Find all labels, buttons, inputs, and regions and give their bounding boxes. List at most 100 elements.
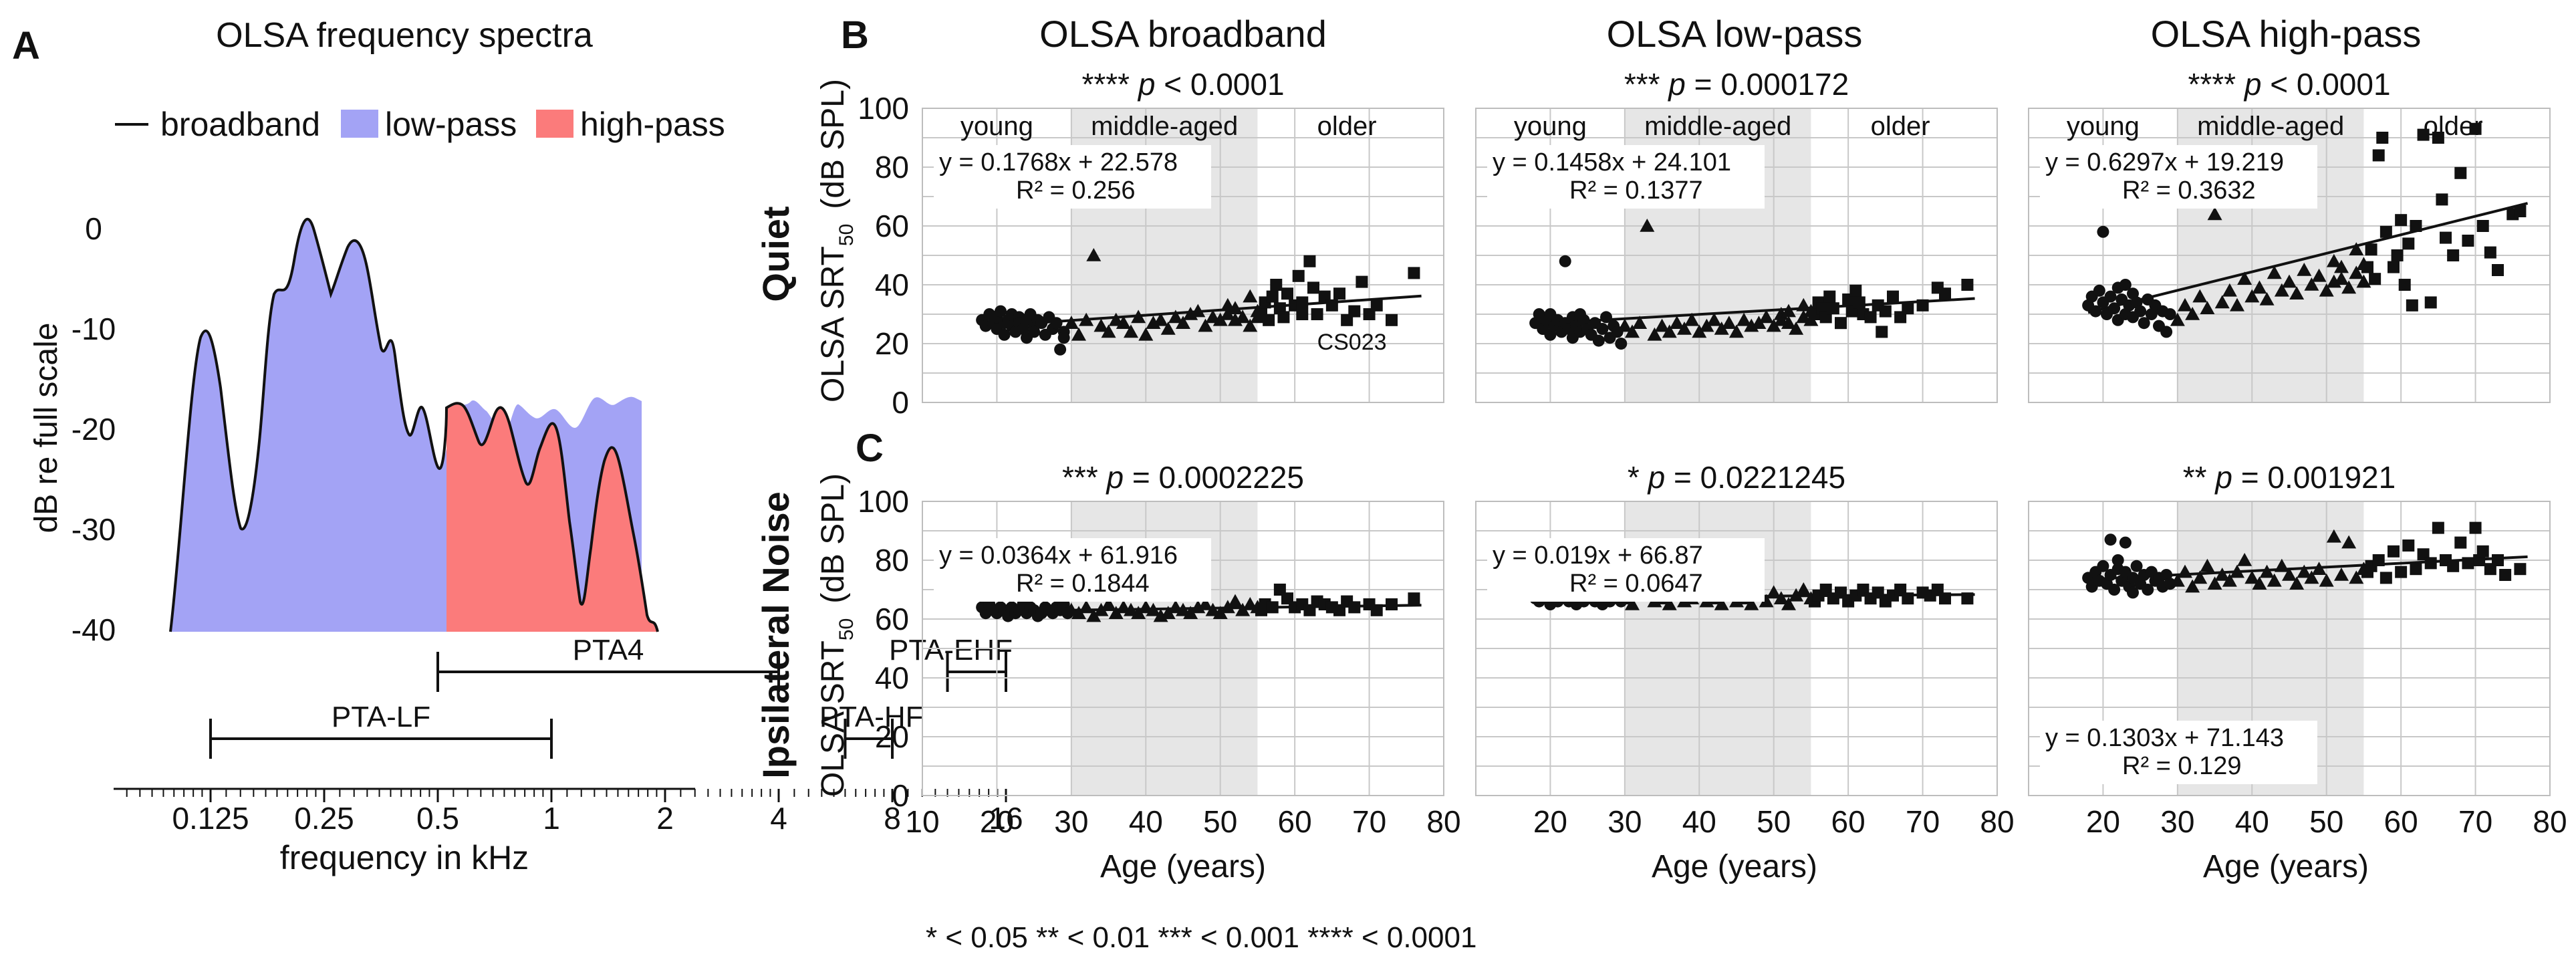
point-older [2447,560,2460,572]
point-middle-aged [1235,602,1251,616]
point-middle-aged [1212,606,1228,619]
point-young [1054,343,1067,356]
point-older [1864,311,1877,324]
panel-a-frequency-spectra: A OLSA frequency spectra broadband low-p… [12,16,1023,876]
legend-broadband-label: broadband [160,106,320,143]
legend-highpass-label: high-pass [580,106,725,143]
point-middle-aged [2297,263,2312,276]
point-young [2138,317,2150,330]
point-older [1408,592,1420,605]
point-older [2372,149,2385,162]
point-young [1596,323,1609,335]
regression-equation: y = 0.0364x + 61.916 [939,541,1178,570]
point-older [1386,314,1398,326]
point-older [2462,235,2474,247]
point-middle-aged [2349,570,2364,584]
point-middle-aged [1146,602,1161,616]
point-middle-aged [2297,564,2312,578]
point-annotation: CS023 [1317,330,1387,355]
point-middle-aged [1662,597,1677,610]
row-label-quiet: Quiet [755,206,797,302]
point-older [1292,269,1305,282]
point-middle-aged [1086,608,1102,622]
point-older [2432,132,2444,144]
point-middle-aged [1071,606,1086,619]
y-tick-label: 0 [892,385,909,420]
point-young [2108,584,2121,596]
point-older [2454,536,2467,549]
panel-a-ytick-2: -20 [72,412,116,447]
point-middle-aged [1086,248,1102,261]
equation-box [934,538,1211,602]
point-middle-aged [1751,316,1767,329]
age-group-young: young [2067,112,2140,141]
point-older [1823,290,1836,303]
panel-a-xlabel: frequency in kHz [280,839,529,876]
y-tick-label: 100 [858,484,909,519]
point-older [2440,231,2452,244]
x-tick-label: 50 [1203,804,1237,839]
y-tick-label: 20 [875,719,909,754]
point-middle-aged [1781,316,1796,329]
point-middle-aged [2214,568,2230,581]
point-older [2492,264,2504,276]
x-tick-label: 50 [1757,804,1791,839]
point-middle-aged [2259,564,2275,578]
regression-r2: R² = 0.3632 [2122,176,2256,205]
point-middle-aged [2170,312,2185,326]
legend-highpass-swatch [536,110,573,138]
pta-range-pta-lf: PTA-LF [209,701,553,759]
point-middle-aged [1617,318,1632,332]
point-middle-aged [1766,585,1781,599]
point-older [1277,311,1290,324]
point-older [1876,326,1888,338]
regression-equation: y = 0.019x + 66.87 [1493,541,1703,570]
point-middle-aged [2267,265,2282,279]
panel-q-broadband: young middle-aged older **** p < 0.0001 y = … [922,67,1444,403]
point-middle-aged [2230,297,2244,312]
point-middle-aged [1116,316,1131,329]
point-middle-aged [2267,573,2282,587]
point-older [2484,246,2496,259]
row1-ylabel: OLSA SRT50(dB SPL) [815,473,858,797]
point-middle-aged [2334,271,2349,285]
point-middle-aged [1243,289,1258,303]
point-middle-aged [2237,271,2252,285]
point-middle-aged [1699,318,1714,332]
point-middle-aged [1692,324,1707,338]
point-middle-aged [2244,570,2260,584]
point-middle-aged [2207,207,2222,221]
freq-tick-label: 1 [543,801,560,836]
regression-equation: y = 0.1768x + 22.578 [939,148,1178,176]
point-middle-aged [1212,312,1228,326]
x-tick-label: 40 [1129,804,1163,839]
pta-label: PTA-EHF [889,634,1013,667]
point-middle-aged [1640,219,1655,232]
point-older [1939,592,1951,605]
point-middle-aged [2259,292,2275,306]
point-middle-aged [1625,324,1640,338]
x-tick-label: 30 [2160,804,2194,839]
point-middle-aged [2185,307,2200,320]
point-young [1057,332,1070,344]
point-young [2108,302,2121,315]
point-older [2436,193,2448,206]
point-middle-aged [1654,318,1670,332]
point-older [2514,563,2527,576]
point-middle-aged [1773,591,1789,604]
age-group-middle-aged: middle-aged [1644,112,1791,141]
pta-label: PTA-HF [819,701,924,733]
point-middle-aged [1647,327,1662,341]
point-young [2134,305,2147,318]
freq-tick-label: 2 [656,801,674,836]
point-older [2476,220,2489,232]
column-title-broadband: OLSA broadband [1039,13,1327,55]
pta-label: PTA-LF [332,701,430,733]
point-older [1356,275,1368,288]
point-young [2093,284,2105,297]
p-value: ** p = 0.001921 [2183,460,2396,495]
panel-letter-c: C [856,427,884,470]
point-older [2402,539,2415,552]
point-older [1853,296,1865,309]
point-middle-aged [1183,606,1198,619]
